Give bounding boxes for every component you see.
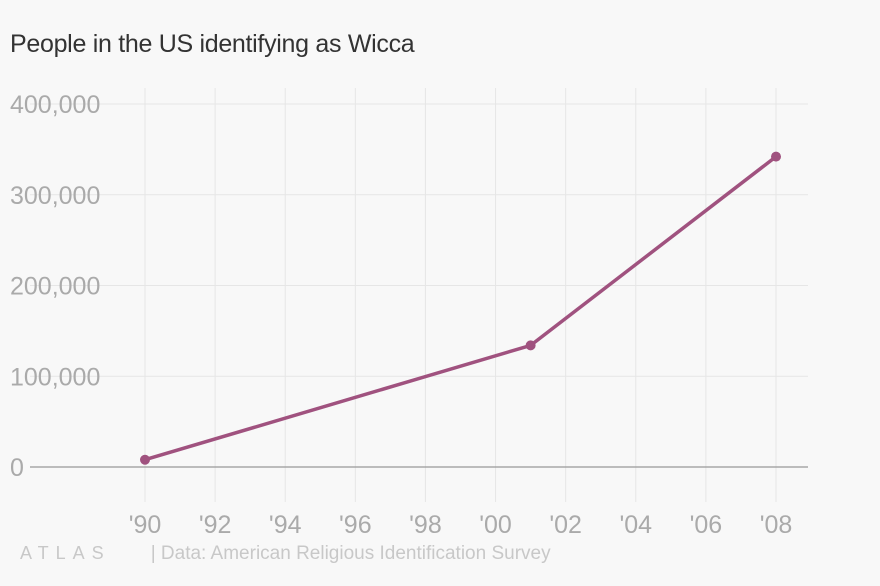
chart-title: People in the US identifying as Wicca — [10, 30, 415, 58]
x-tick-label: '96 — [339, 511, 372, 539]
y-tick-label: 0 — [10, 454, 24, 482]
x-tick-label: '04 — [619, 511, 652, 539]
x-tick-label: '90 — [129, 511, 162, 539]
x-tick-label: '94 — [269, 511, 302, 539]
x-tick-label: '00 — [479, 511, 512, 539]
y-tick-label: 400,000 — [10, 91, 100, 119]
source-note: | Data: American Religious Identificatio… — [150, 543, 551, 564]
x-tick-label: '02 — [549, 511, 582, 539]
y-tick-label: 200,000 — [10, 273, 100, 301]
x-tick-label: '08 — [760, 511, 793, 539]
atlas-logo: ATLAS — [20, 543, 111, 563]
data-point — [771, 151, 781, 162]
x-tick-label: '92 — [199, 511, 232, 539]
data-point — [525, 340, 536, 351]
x-tick-label: '06 — [690, 511, 723, 539]
footer: ATLAS | Data: American Religious Identifi… — [20, 543, 551, 565]
y-tick-label: 100,000 — [10, 363, 100, 391]
series-line — [144, 155, 778, 462]
x-tick-label: '98 — [409, 511, 442, 539]
y-tick-label: 300,000 — [10, 182, 100, 210]
data-point — [140, 454, 150, 465]
